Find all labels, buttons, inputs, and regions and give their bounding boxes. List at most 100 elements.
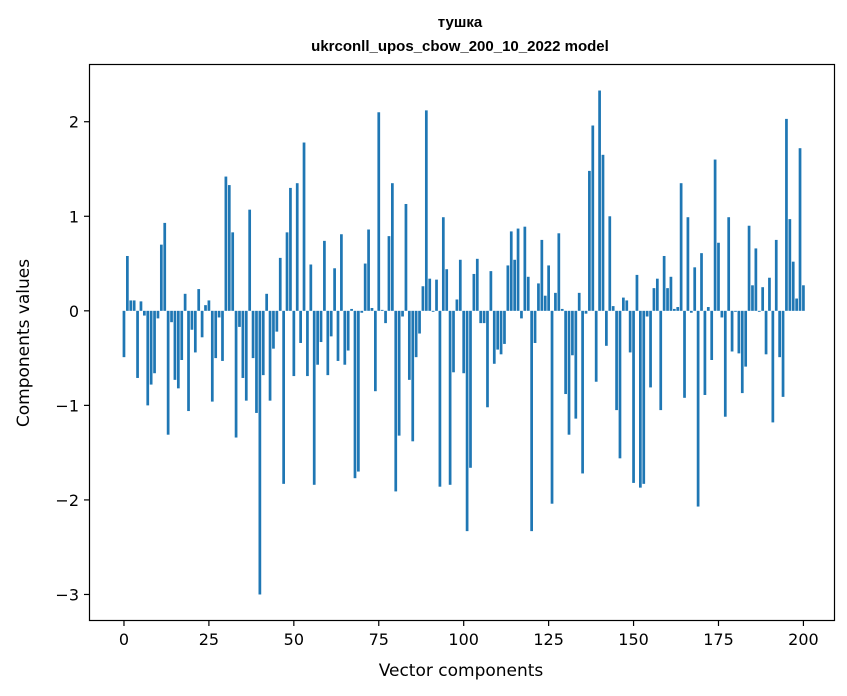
bar-103 [472,273,476,311]
bar-28 [217,310,221,318]
bar-42 [265,293,269,311]
bar-57 [316,310,319,365]
bar-60 [326,310,330,376]
x-axis-label: Vector components [379,661,544,681]
bar-164 [679,183,683,311]
bar-157 [655,278,659,311]
bar-12 [163,222,167,311]
bar-66 [346,310,350,351]
bar-104 [475,258,479,311]
bar-156 [652,288,656,311]
bar-139 [594,310,598,382]
y-tick-label: −3 [55,585,79,604]
bar-80 [394,310,398,492]
bar-87 [418,310,421,334]
bar-172 [706,307,710,311]
bar-68 [353,310,357,479]
bar-64 [340,234,343,311]
bars-group [122,90,805,595]
bar-196 [788,219,792,311]
bar-78 [387,236,391,311]
bar-122 [537,283,540,311]
bar-97 [452,310,455,373]
bar-150 [632,310,635,483]
bar-102 [469,310,472,468]
bar-166 [686,217,690,311]
bar-182 [740,310,744,394]
bar-41 [261,310,265,376]
chart-subtitle: ukrconll_upos_cbow_200_10_2022 model [311,38,609,55]
bar-54 [306,310,309,377]
bar-34 [238,310,241,327]
bar-30 [224,176,228,311]
bar-169 [696,310,700,507]
bar-154 [645,310,649,317]
bar-199 [798,148,802,311]
x-tick-label: 150 [618,630,649,649]
bar-200 [802,285,805,311]
bar-35 [241,310,245,378]
bar-145 [615,310,618,411]
x-tick-label: 0 [119,630,129,649]
bar-88 [421,286,425,311]
bar-115 [513,259,517,311]
bar-27 [214,310,218,359]
bar-191 [771,310,775,423]
bar-3 [132,300,136,311]
bar-119 [526,276,530,311]
bar-39 [255,310,258,413]
y-axis-label: Components values [14,259,34,427]
bar-15 [173,310,177,380]
bar-14 [170,310,173,323]
bar-128 [557,233,561,311]
bar-46 [278,257,282,311]
bar-22 [197,289,201,311]
bar-63 [336,310,340,361]
bar-37 [248,209,252,311]
bar-123 [540,239,544,311]
bar-99 [458,259,462,311]
bar-9 [153,310,156,374]
bar-44 [272,310,275,349]
bar-175 [717,242,720,311]
x-axis-ticks: 0 25 50 75 100 125 150 175 200 [119,620,819,649]
bar-143 [608,216,612,311]
bar-189 [764,310,768,355]
bar-116 [516,228,520,311]
bar-153 [642,310,646,484]
bar-91 [431,310,435,312]
bar-140 [598,90,601,311]
bar-2 [129,300,133,311]
bar-4 [136,310,139,378]
bar-144 [611,306,615,311]
bar-197 [791,261,795,311]
bar-127 [554,292,557,311]
bar-93 [438,310,442,487]
bar-62 [333,268,336,311]
bar-148 [625,300,629,311]
bar-155 [649,310,652,388]
bar-120 [530,310,533,532]
bar-151 [635,274,639,311]
bar-195 [785,118,788,311]
bar-190 [768,277,771,311]
bar-48 [285,232,289,311]
bar-73 [370,307,374,311]
bar-193 [778,310,781,358]
bar-181 [737,310,741,354]
bar-38 [251,310,255,359]
bar-130 [564,310,567,395]
bar-6 [143,310,146,316]
bar-19 [187,310,190,412]
bar-124 [543,295,547,311]
bar-105 [479,310,483,324]
bar-132 [571,310,574,356]
bar-114 [509,231,513,311]
bar-90 [428,278,432,311]
bar-101 [465,310,469,532]
y-tick-label: 0 [69,302,79,321]
bar-36 [244,310,248,401]
x-tick-label: 175 [703,630,734,649]
bar-113 [506,265,510,311]
bar-188 [761,287,765,311]
